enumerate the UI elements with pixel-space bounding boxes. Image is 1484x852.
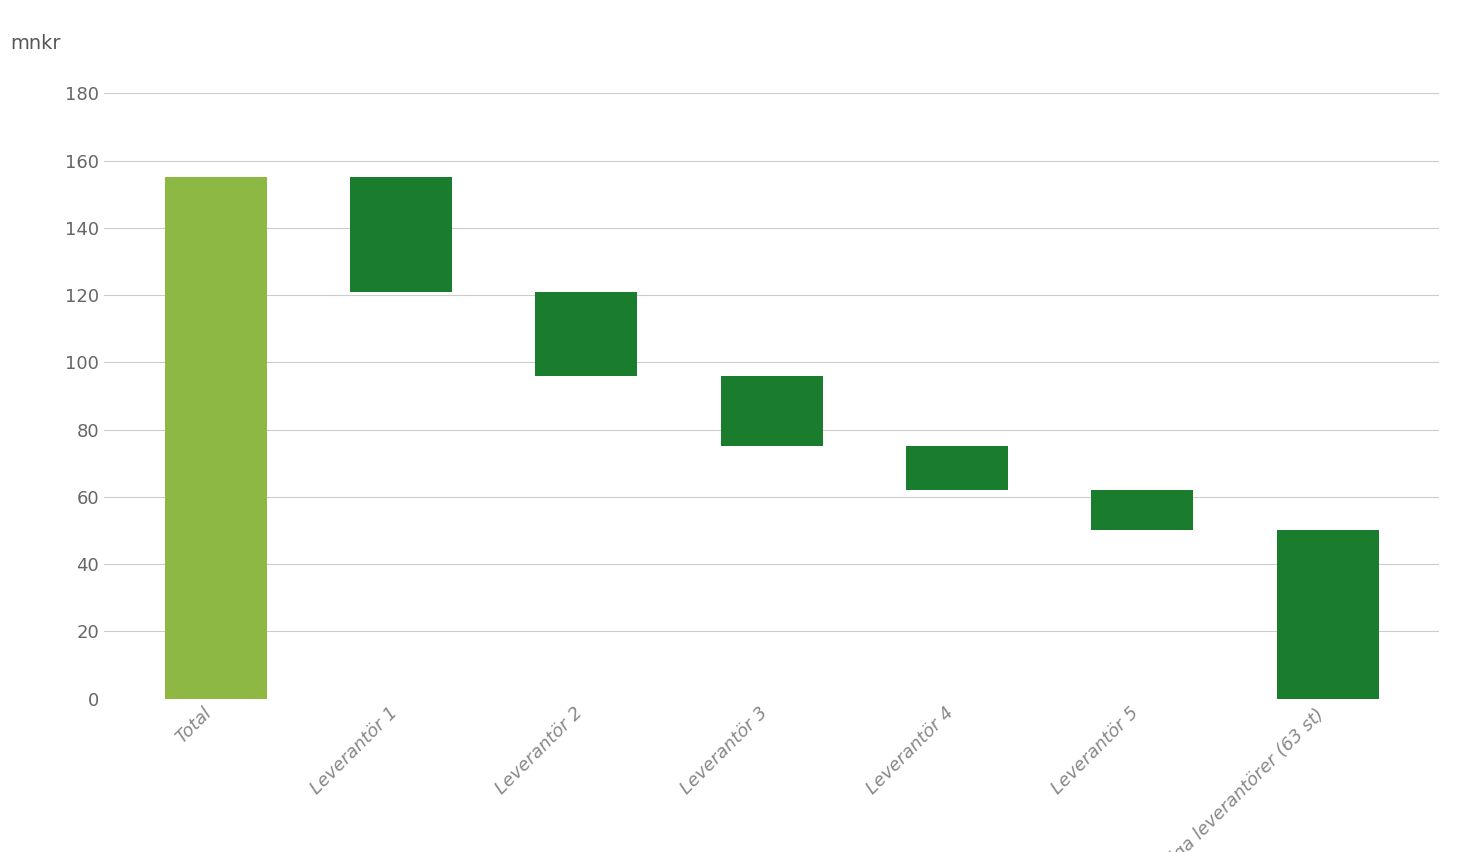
Bar [907,446,1008,490]
Bar [721,376,822,446]
Text: mnkr: mnkr [10,34,61,53]
Bar [1091,490,1193,531]
Bar [1276,531,1379,699]
Bar [350,177,453,291]
Bar [536,291,637,376]
Bar [165,177,267,699]
